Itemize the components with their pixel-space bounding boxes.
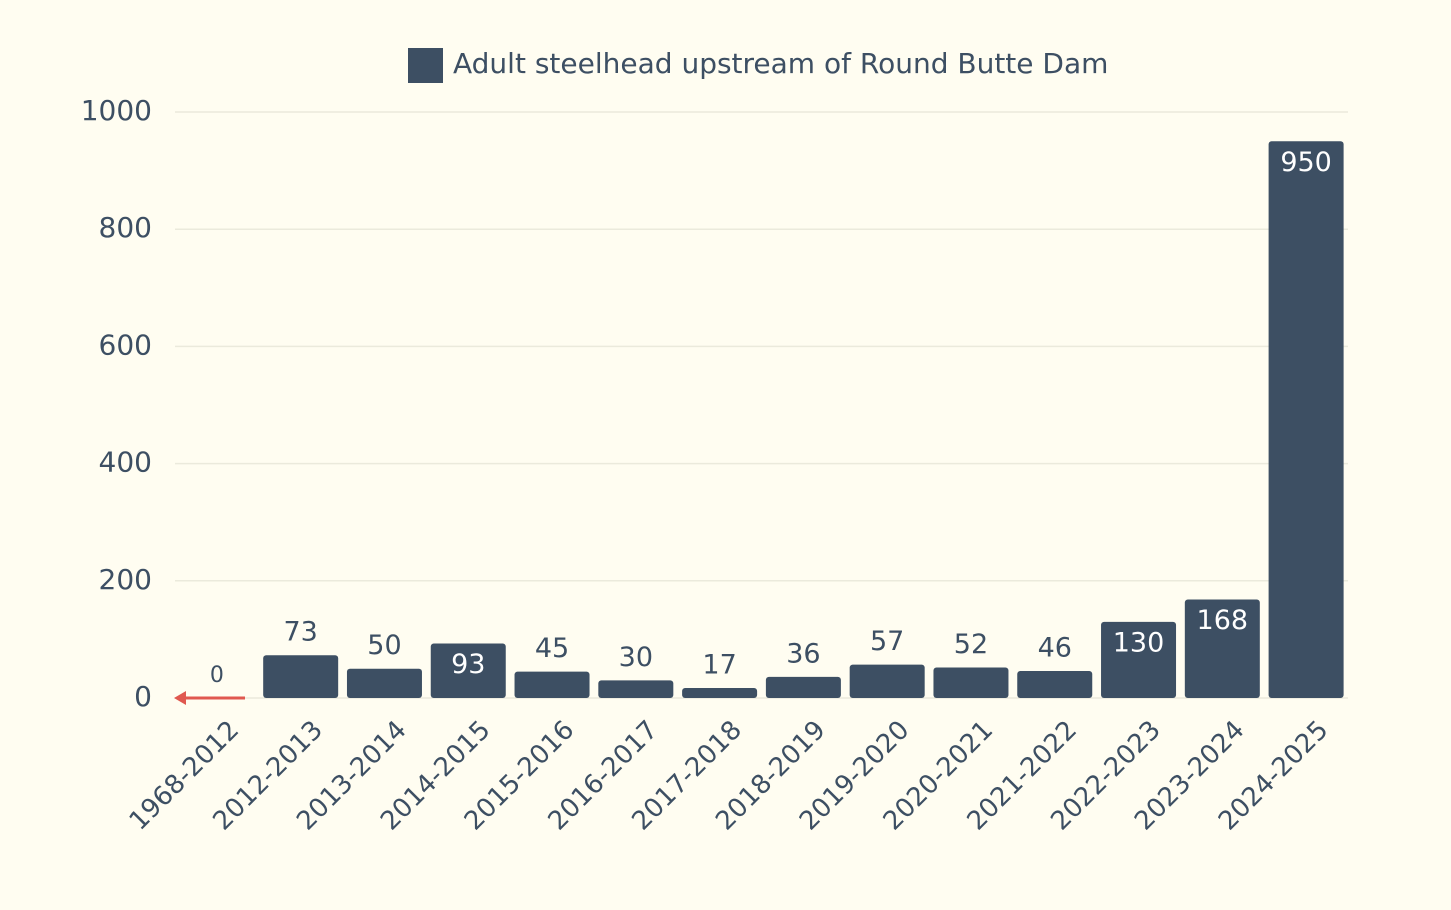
value-label: 130 (1113, 627, 1165, 658)
value-label: 36 (786, 638, 820, 669)
bar (1184, 599, 1260, 698)
value-label: 950 (1280, 147, 1332, 178)
bar (346, 668, 422, 698)
y-tick-label: 400 (99, 446, 152, 479)
value-label: 50 (367, 630, 401, 661)
value-label: 0 (210, 663, 224, 688)
bar (933, 667, 1009, 698)
bar (1017, 671, 1093, 698)
bar (263, 655, 339, 698)
value-label: 52 (954, 629, 988, 660)
value-label: 46 (1038, 633, 1072, 664)
bar (1101, 621, 1177, 698)
annotation-arrow (174, 691, 245, 705)
y-tick-label: 1000 (81, 94, 152, 127)
value-label: 93 (451, 649, 485, 680)
value-label: 168 (1197, 605, 1249, 636)
legend-swatch (408, 48, 443, 83)
y-tick-label: 0 (134, 680, 152, 713)
bar (598, 680, 674, 698)
value-label: 17 (702, 650, 736, 681)
y-tick-label: 200 (99, 563, 152, 596)
value-label: 57 (870, 626, 904, 657)
bar (682, 688, 758, 698)
value-label: 45 (535, 633, 569, 664)
bar (765, 676, 841, 698)
value-label: 30 (619, 642, 653, 673)
y-tick-label: 800 (99, 211, 152, 244)
bar (849, 664, 925, 698)
y-tick-label: 600 (99, 328, 152, 361)
value-label: 73 (283, 617, 317, 648)
bar (430, 643, 506, 698)
bar (514, 671, 590, 698)
legend-label: Adult steelhead upstream of Round Butte … (453, 47, 1108, 80)
bar (1268, 141, 1344, 699)
